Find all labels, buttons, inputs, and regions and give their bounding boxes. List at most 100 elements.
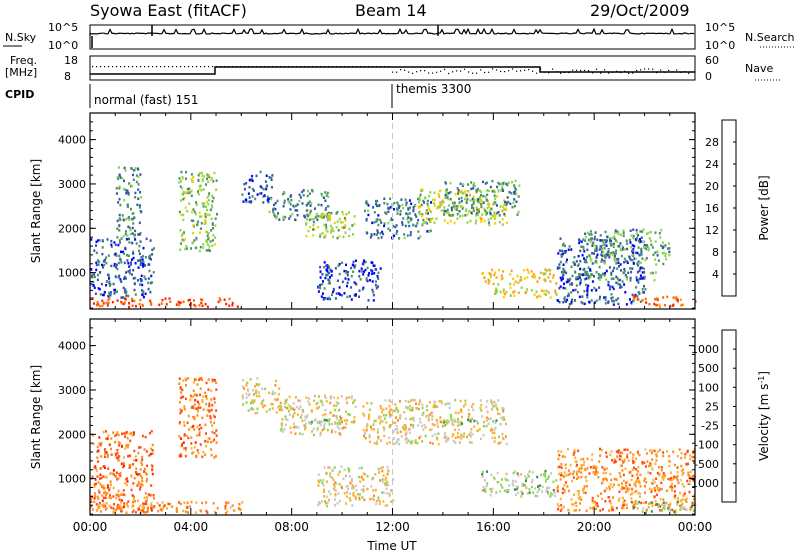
heatmap-cell [160, 302, 163, 305]
heatmap-cell [616, 230, 619, 233]
heatmap-cell [323, 495, 325, 498]
heatmap-cell [644, 465, 647, 468]
heatmap-cell [429, 217, 432, 221]
heatmap-cell [371, 221, 374, 225]
heatmap-cell [513, 290, 516, 293]
heatmap-cell [360, 466, 363, 470]
heatmap-cell [350, 266, 353, 270]
heatmap-cell [150, 504, 153, 507]
heatmap-cell [164, 297, 167, 300]
heatmap-cell [419, 235, 422, 238]
heatmap-cell [674, 511, 677, 515]
heatmap-cell [346, 419, 349, 422]
heatmap-cell [142, 260, 145, 264]
heatmap-cell [647, 231, 650, 235]
nave-dot [576, 69, 578, 71]
heatmap-cell [367, 209, 369, 212]
heatmap-cell [459, 214, 461, 218]
heatmap-cell [133, 449, 136, 453]
heatmap-cell [362, 478, 365, 481]
heatmap-cell [632, 461, 635, 465]
heatmap-cell [437, 443, 440, 446]
heatmap-cell [559, 285, 562, 288]
heatmap-cell [193, 416, 196, 419]
heatmap-cell [434, 433, 437, 436]
heatmap-cell [192, 208, 195, 211]
heatmap-cell [590, 289, 593, 292]
heatmap-cell [626, 448, 629, 452]
heatmap-cell [658, 232, 661, 235]
heatmap-cell [210, 217, 213, 221]
heatmap-cell [333, 485, 336, 488]
heatmap-cell [340, 417, 343, 420]
heatmap-cell [120, 499, 123, 502]
heatmap-cell [329, 224, 332, 228]
heatmap-cell [586, 242, 589, 246]
heatmap-cell [485, 405, 488, 409]
heatmap-cell [377, 498, 380, 502]
heatmap-cell [351, 485, 354, 488]
heatmap-cell [685, 497, 688, 500]
heatmap-cell [679, 298, 682, 301]
heatmap-cell [103, 293, 106, 297]
heatmap-cell [333, 221, 336, 225]
heatmap-cell [480, 409, 483, 412]
heatmap-cell [190, 210, 193, 214]
heatmap-cell [460, 189, 463, 193]
heatmap-cell [321, 194, 324, 198]
heatmap-cell [446, 438, 449, 442]
heatmap-cell [327, 217, 330, 220]
heatmap-cell [95, 244, 97, 247]
heatmap-cell [637, 491, 640, 495]
heatmap-cell [536, 475, 539, 479]
heatmap-cell [389, 197, 392, 201]
heatmap-cell [493, 217, 496, 220]
heatmap-cell [141, 463, 143, 466]
heatmap-cell [369, 236, 372, 239]
nsky-tick-bottom: 10^0 [48, 39, 78, 52]
heatmap-cell [117, 477, 120, 480]
heatmap-cell [554, 289, 557, 292]
heatmap-cell [580, 464, 583, 467]
heatmap-cell [636, 507, 639, 510]
heatmap-cell [200, 189, 203, 192]
heatmap-cell [432, 405, 435, 409]
heatmap-cell [349, 295, 351, 298]
colorbar-label: Velocity [m s-1] [757, 371, 772, 461]
heatmap-cell [613, 461, 616, 464]
heatmap-cell [485, 419, 488, 422]
heatmap-cell [185, 448, 187, 452]
nave-dot [664, 71, 666, 73]
heatmap-cell [347, 278, 350, 281]
heatmap-cell [100, 282, 103, 286]
nave-dot [396, 71, 398, 73]
heatmap-cell [568, 303, 571, 306]
heatmap-cell [567, 469, 570, 472]
heatmap-cell [390, 489, 393, 492]
heatmap-cell [564, 455, 567, 459]
heatmap-cell [188, 303, 191, 307]
heatmap-cell [345, 270, 347, 273]
heatmap-cell [209, 415, 212, 418]
heatmap-cell [305, 234, 308, 238]
heatmap-cell [423, 423, 426, 427]
heatmap-cell [182, 190, 185, 194]
heatmap-cell [429, 229, 432, 233]
heatmap-cell [198, 431, 201, 434]
nave-dot [336, 66, 338, 68]
heatmap-cell [459, 399, 462, 403]
heatmap-cell [416, 441, 419, 445]
heatmap-cell [460, 433, 463, 436]
heatmap-cell [586, 248, 589, 252]
y-tick-label: 2000 [58, 222, 86, 235]
heatmap-cell [282, 205, 285, 208]
heatmap-cell [564, 244, 566, 248]
heatmap-cell [258, 192, 261, 195]
heatmap-cell [654, 499, 657, 503]
heatmap-cell [466, 221, 469, 224]
heatmap-cell [577, 449, 580, 453]
heatmap-cell [523, 269, 526, 272]
heatmap-cell [505, 200, 508, 204]
heatmap-cell [517, 491, 520, 495]
heatmap-cell [518, 184, 521, 187]
